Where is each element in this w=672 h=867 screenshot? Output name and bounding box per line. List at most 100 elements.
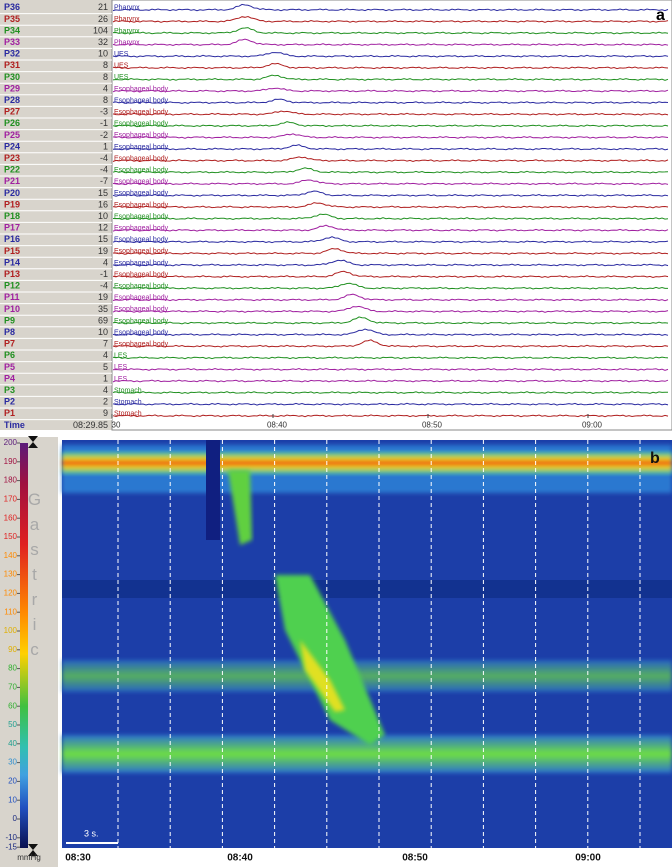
trace — [112, 391, 668, 395]
region-label: Esophageal body — [114, 155, 169, 162]
heat-wave — [275, 575, 385, 745]
scale-tick-label: 20 — [8, 777, 17, 786]
trace — [112, 133, 669, 139]
trace — [112, 110, 669, 116]
channel-name: P20 — [4, 188, 20, 198]
channel-name: P1 — [4, 408, 15, 418]
channel-value: 4 — [103, 385, 108, 395]
channel-value: -7 — [100, 176, 108, 186]
channel-name: P3 — [4, 385, 15, 395]
trace — [112, 87, 669, 93]
scale-tick-label: 60 — [8, 701, 17, 710]
trace — [112, 121, 669, 128]
trace — [112, 74, 669, 81]
region-label: Esophageal body — [114, 132, 169, 139]
time-name: Time — [4, 420, 25, 430]
channel-name: P12 — [4, 281, 20, 291]
trace — [112, 156, 669, 163]
time-value: 08:29.85 — [73, 420, 108, 430]
x-tick-label: 08:30 — [65, 853, 91, 864]
channel-name: P28 — [4, 95, 20, 105]
trace — [112, 236, 669, 244]
channel-value: -4 — [100, 153, 108, 163]
scale-tick-label: 130 — [4, 570, 18, 579]
region-label: LES — [114, 376, 128, 383]
channel-name: P11 — [4, 292, 20, 302]
region-label: Pharynx — [114, 28, 140, 35]
channel-value: 5 — [103, 362, 108, 372]
channel-name: P22 — [4, 165, 20, 175]
channel-name: P6 — [4, 350, 15, 360]
trace — [112, 367, 669, 371]
channel-value: -4 — [100, 165, 108, 175]
region-label: Esophageal body — [114, 341, 169, 348]
trace — [112, 270, 669, 279]
scale-tick-label: 30 — [8, 758, 17, 767]
trace — [112, 259, 669, 267]
channel-value: 4 — [103, 257, 108, 267]
region-label: Esophageal body — [114, 271, 169, 278]
channel-value: 8 — [103, 72, 108, 82]
scale-tick-label: 70 — [8, 683, 17, 692]
channel-name: P33 — [4, 37, 20, 47]
region-label: Pharynx — [114, 39, 140, 46]
region-label: LES — [114, 364, 128, 371]
channel-value: 19 — [98, 246, 108, 256]
heatmap — [62, 440, 672, 848]
channel-value: -1 — [100, 118, 108, 128]
channel-value: -2 — [100, 130, 108, 140]
trace — [112, 202, 669, 209]
x-tick-label: 08:50 — [422, 421, 443, 430]
scale-tick-label: 160 — [4, 513, 18, 522]
channel-value: -3 — [100, 107, 108, 117]
channel-name: P13 — [4, 269, 20, 279]
channel-name: P27 — [4, 107, 20, 117]
region-label: Esophageal body — [114, 213, 169, 220]
trace — [112, 247, 669, 255]
region-label: Esophageal body — [114, 237, 169, 244]
channel-value: 15 — [98, 188, 108, 198]
channel-name: P14 — [4, 257, 20, 267]
heat-band — [62, 580, 672, 598]
scale-unit: mmHg — [17, 853, 41, 862]
scale-tick-label: 180 — [4, 476, 18, 485]
channel-value: 16 — [98, 199, 108, 209]
channel-value: 21 — [98, 2, 108, 12]
region-label: Esophageal body — [114, 190, 169, 197]
trace — [112, 213, 669, 221]
channel-name: P18 — [4, 211, 20, 221]
channel-value: 12 — [98, 223, 108, 233]
x-tick-label: 08:50 — [402, 853, 428, 864]
x-tick-label: 08:40 — [227, 853, 253, 864]
channel-name: P15 — [4, 246, 20, 256]
region-label: Stomach — [114, 387, 142, 394]
x-tick-label: 09:00 — [582, 421, 603, 430]
channel-value: 19 — [98, 292, 108, 302]
scale-tick-label: 80 — [8, 664, 17, 673]
channel-name: P31 — [4, 60, 20, 70]
region-label: Esophageal body — [114, 329, 169, 336]
channel-name: P26 — [4, 118, 20, 128]
channel-name: P29 — [4, 83, 20, 93]
scale-tick-label: 170 — [4, 495, 18, 504]
scale-tick-label: 190 — [4, 457, 18, 466]
channel-name: P24 — [4, 141, 20, 151]
scale-tick-label: 10 — [8, 795, 17, 804]
scale-bar — [66, 842, 118, 844]
channel-name: P9 — [4, 315, 15, 325]
region-label: Esophageal body — [114, 225, 169, 232]
channel-name: P16 — [4, 234, 20, 244]
trace — [112, 38, 669, 47]
channel-name: P23 — [4, 153, 20, 163]
channel-value: 10 — [98, 327, 108, 337]
region-label: Esophageal body — [114, 121, 169, 128]
region-label: Esophageal body — [114, 318, 169, 325]
channel-value: 8 — [103, 95, 108, 105]
region-label: Esophageal body — [114, 202, 169, 209]
trace — [112, 305, 669, 313]
region-label: Esophageal body — [114, 109, 169, 116]
scale-tick-label: 100 — [4, 626, 18, 635]
scale-tick-label: -15 — [5, 842, 17, 851]
heat-gap — [206, 440, 220, 540]
channel-value: -1 — [100, 269, 108, 279]
